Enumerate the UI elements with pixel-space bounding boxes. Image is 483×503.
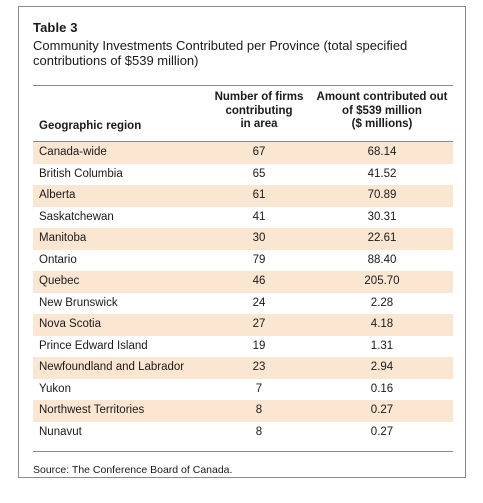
cell-amount: 68.14 <box>367 146 397 158</box>
cell-amount: 30.31 <box>367 210 397 223</box>
header-amount-line-3: ($ millions) <box>351 118 413 130</box>
cell-firms: 19 <box>252 339 266 352</box>
header-firms-line-2: contributing <box>225 104 293 117</box>
table-row: Yukon 7 0.16 <box>33 379 453 401</box>
cell-firms: 79 <box>252 253 266 266</box>
cell-amount: 1.31 <box>370 339 394 352</box>
cell-amount: 205.70 <box>364 275 400 287</box>
cell-firms: 27 <box>252 318 266 330</box>
cell-amount: 2.28 <box>370 296 394 309</box>
table-row: British Columbia 65 41.52 <box>33 164 453 186</box>
cell-region: Nova Scotia <box>39 318 102 330</box>
table-row: Ontario 79 88.40 <box>33 250 453 272</box>
cell-region: Ontario <box>39 253 77 266</box>
header-rule <box>33 141 453 142</box>
table-row: Prince Edward Island 19 1.31 <box>33 336 453 358</box>
table-row: Alberta 61 70.89 <box>33 185 453 207</box>
cell-region: Saskatchewan <box>39 210 114 223</box>
header-amount-line-2: of $539 million <box>342 104 422 117</box>
cell-amount: 22.61 <box>367 232 397 244</box>
table-frame: Table 3 Community Investments Contribute… <box>18 6 466 478</box>
cell-amount: 88.40 <box>367 253 397 266</box>
cell-firms: 8 <box>255 425 263 438</box>
table-row: Nova Scotia 27 4.18 <box>33 314 453 336</box>
header-firms-line-3: in area <box>240 118 278 130</box>
cell-firms: 24 <box>252 296 266 309</box>
cell-region: Prince Edward Island <box>39 339 148 352</box>
source-note: Source: The Conference Board of Canada. <box>33 464 233 476</box>
table-row: Northwest Territories 8 0.27 <box>33 400 453 422</box>
cell-firms: 41 <box>252 210 266 223</box>
cell-region: Quebec <box>39 275 80 287</box>
cell-amount: 0.27 <box>370 425 394 438</box>
cell-amount: 2.94 <box>370 361 394 373</box>
table-title: Community Investments Contributed per Pr… <box>33 38 408 68</box>
table-row: New Brunswick 24 2.28 <box>33 293 453 315</box>
cell-firms: 67 <box>252 146 266 158</box>
table-row: Manitoba 30 22.61 <box>33 228 453 250</box>
cell-region: Northwest Territories <box>39 404 145 416</box>
table-row: Nunavut 8 0.27 <box>33 422 453 444</box>
cell-firms: 7 <box>255 382 263 395</box>
table-row: Saskatchewan 41 30.31 <box>33 207 453 229</box>
bottom-rule <box>33 451 453 452</box>
cell-firms: 30 <box>252 232 266 244</box>
cell-region: Manitoba <box>39 232 87 244</box>
cell-amount: 0.27 <box>370 404 394 416</box>
cell-region: Canada-wide <box>39 146 107 158</box>
cell-region: New Brunswick <box>39 296 118 309</box>
cell-amount: 0.16 <box>370 382 394 395</box>
table-body: Canada-wide 67 68.14 British Columbia 65… <box>33 142 453 443</box>
cell-region: Nunavut <box>39 425 82 438</box>
cell-firms: 65 <box>252 167 266 180</box>
cell-amount: 41.52 <box>367 167 397 180</box>
table-row: Newfoundland and Labrador 23 2.94 <box>33 357 453 379</box>
header-firms: Number of firms contributing in area <box>204 91 314 132</box>
table-number: Table 3 <box>33 20 78 35</box>
top-rule <box>33 85 453 86</box>
header-region: Geographic region <box>39 120 142 132</box>
cell-region: British Columbia <box>39 167 123 180</box>
cell-amount: 70.89 <box>367 189 397 201</box>
cell-firms: 23 <box>252 361 266 373</box>
cell-region: Yukon <box>39 382 71 395</box>
table-row: Quebec 46 205.70 <box>33 271 453 293</box>
cell-firms: 61 <box>252 189 266 201</box>
header-amount: Amount contributed out of $539 million (… <box>311 91 453 132</box>
cell-region: Alberta <box>39 189 76 201</box>
header-firms-line-1: Number of firms <box>214 91 304 103</box>
header-amount-line-1: Amount contributed out <box>316 91 448 103</box>
table-row: Canada-wide 67 68.14 <box>33 142 453 164</box>
cell-firms: 8 <box>255 404 263 416</box>
cell-firms: 46 <box>252 275 266 287</box>
cell-amount: 4.18 <box>370 318 394 330</box>
cell-region: Newfoundland and Labrador <box>39 361 185 373</box>
